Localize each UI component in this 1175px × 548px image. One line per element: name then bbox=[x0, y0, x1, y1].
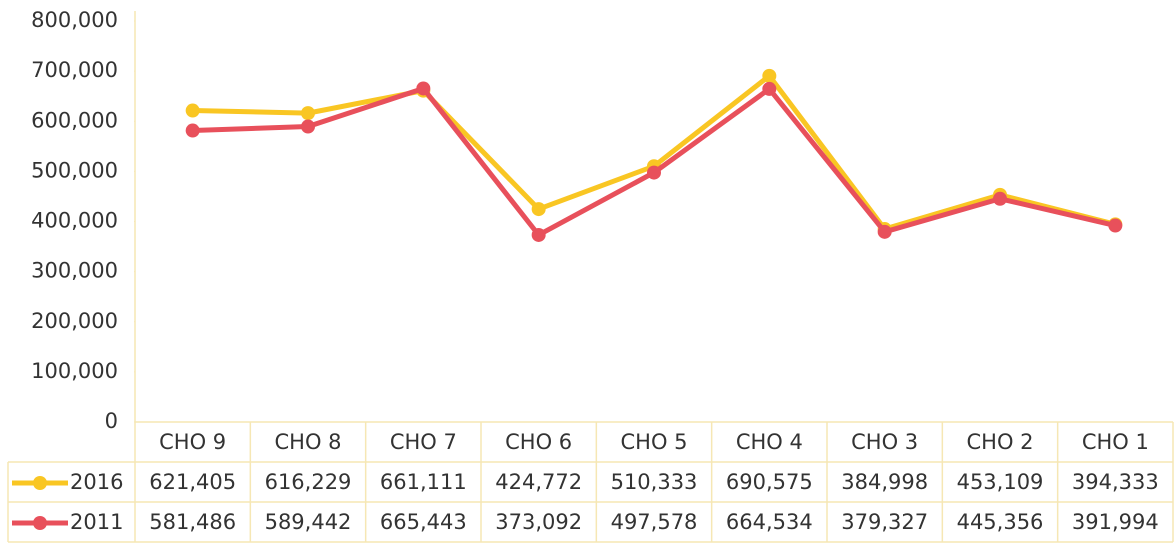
x-tick-label: CHO 3 bbox=[851, 430, 918, 454]
x-tick-label: CHO 9 bbox=[159, 430, 226, 454]
marker bbox=[531, 227, 546, 242]
table-value: 581,486 bbox=[149, 510, 236, 534]
marker bbox=[1108, 218, 1123, 233]
y-tick-label: 100,000 bbox=[31, 359, 118, 383]
marker bbox=[416, 81, 431, 96]
table-value: 445,356 bbox=[957, 510, 1044, 534]
marker bbox=[185, 103, 200, 118]
x-tick-label: CHO 2 bbox=[966, 430, 1033, 454]
legend-label: 2011 bbox=[70, 510, 123, 534]
x-tick-label: CHO 8 bbox=[274, 430, 341, 454]
y-tick-label: 400,000 bbox=[31, 209, 118, 233]
marker bbox=[993, 191, 1007, 206]
marker bbox=[647, 165, 661, 180]
legend-marker bbox=[33, 516, 47, 530]
table-value: 391,994 bbox=[1072, 510, 1159, 534]
marker bbox=[185, 123, 200, 138]
marker bbox=[301, 106, 315, 121]
y-tick-label: 200,000 bbox=[31, 309, 118, 333]
table-value: 384,998 bbox=[841, 470, 928, 494]
marker bbox=[877, 224, 892, 239]
table-value: 394,333 bbox=[1072, 470, 1159, 494]
legend-marker bbox=[33, 476, 47, 490]
table-value: 665,443 bbox=[380, 510, 467, 534]
marker bbox=[762, 68, 777, 83]
y-tick-label: 700,000 bbox=[31, 58, 118, 82]
table-value: 589,442 bbox=[265, 510, 352, 534]
y-tick-label: 300,000 bbox=[31, 259, 118, 283]
x-tick-label: CHO 4 bbox=[736, 430, 803, 454]
x-tick-label: CHO 6 bbox=[505, 430, 572, 454]
table-value: 616,229 bbox=[265, 470, 352, 494]
y-tick-label: 500,000 bbox=[31, 158, 118, 182]
y-tick-label: 800,000 bbox=[31, 8, 118, 32]
x-tick-label: CHO 5 bbox=[620, 430, 687, 454]
legend-label: 2016 bbox=[70, 470, 123, 494]
y-tick-label: 0 bbox=[105, 409, 118, 433]
table-value: 621,405 bbox=[149, 470, 236, 494]
table-value: 379,327 bbox=[841, 510, 928, 534]
table-value: 664,534 bbox=[726, 510, 813, 534]
table-value: 497,578 bbox=[611, 510, 698, 534]
marker bbox=[762, 81, 777, 96]
y-tick-label: 600,000 bbox=[31, 108, 118, 132]
table-value: 373,092 bbox=[495, 510, 582, 534]
table-value: 424,772 bbox=[495, 470, 582, 494]
marker bbox=[301, 119, 315, 134]
table-value: 661,111 bbox=[380, 470, 467, 494]
marker bbox=[531, 202, 546, 217]
table-value: 510,333 bbox=[611, 470, 698, 494]
table-value: 690,575 bbox=[726, 470, 813, 494]
x-tick-label: CHO 1 bbox=[1082, 430, 1149, 454]
x-tick-label: CHO 7 bbox=[390, 430, 457, 454]
table-value: 453,109 bbox=[957, 470, 1044, 494]
